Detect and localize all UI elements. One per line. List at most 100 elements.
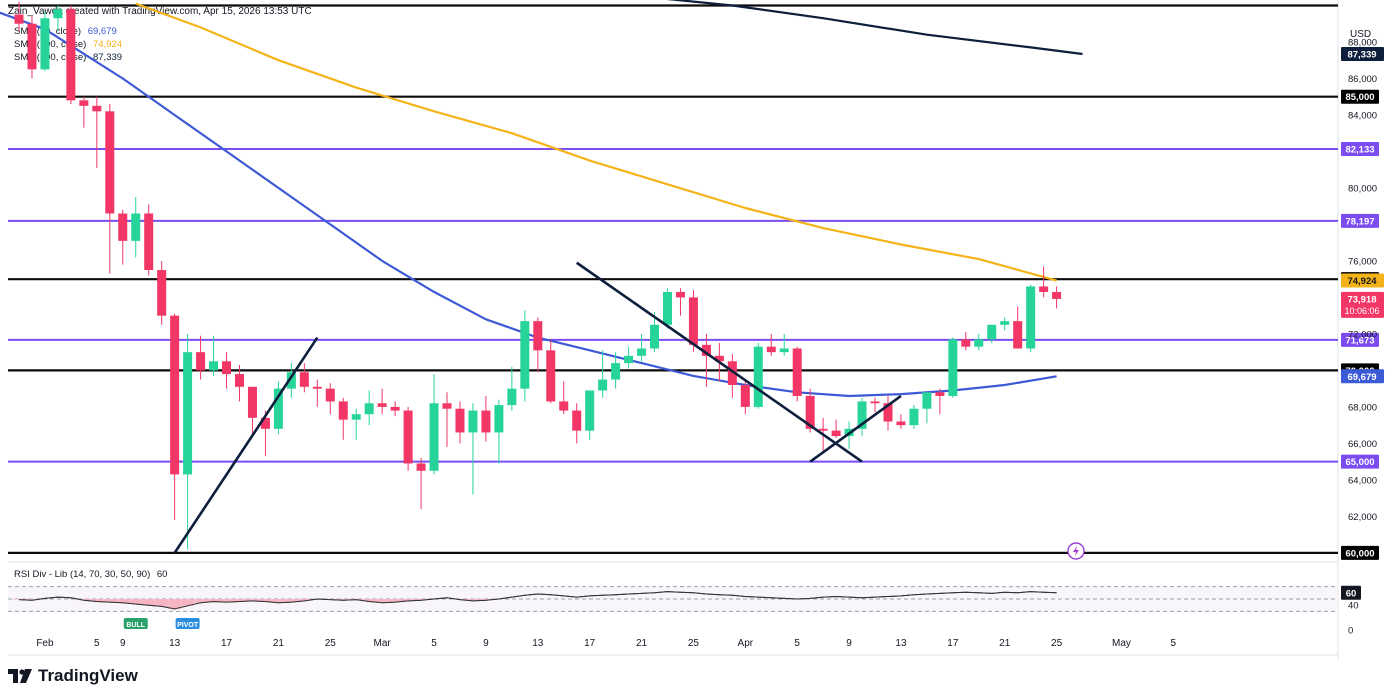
level-label-3: 78,197 [1345, 216, 1374, 227]
level-label-2: 82,133 [1345, 145, 1374, 156]
brand-name: TradingView [38, 666, 138, 685]
time-tick-1: Feb [36, 638, 54, 649]
rsi-tick-2: 0 [1348, 626, 1353, 637]
candle-69 [909, 408, 919, 426]
time-tick-18: 13 [895, 638, 907, 649]
time-tick-9: 5 [431, 638, 437, 649]
candle-44 [585, 390, 595, 431]
candle-73 [961, 339, 971, 347]
legend-sma200[interactable]: SMA (200, close) 87,339 [14, 52, 122, 63]
sma200-line [666, 0, 1083, 56]
rsi-value-bg [1341, 585, 1361, 600]
candle-78 [1026, 286, 1036, 349]
level-label-7: 65,000 [1345, 457, 1374, 468]
price-tick-1: 64,000 [1348, 475, 1377, 486]
legend-sma50-value: 69,679 [87, 26, 117, 37]
candle-48 [637, 348, 647, 356]
candle-58 [766, 346, 776, 353]
candle-47 [624, 355, 634, 364]
time-tick-6: 21 [273, 638, 285, 649]
level-label-bg-5 [1341, 332, 1379, 347]
time-tick-22: May [1112, 638, 1131, 649]
time-tick-23: 5 [1171, 638, 1177, 649]
candle-33 [442, 403, 452, 409]
level-label-bg-2 [1341, 142, 1379, 157]
candle-30 [403, 410, 413, 464]
price-tick-5: 76,000 [1348, 256, 1377, 267]
legend-sma100[interactable]: SMA (100, close) 74,924 [14, 39, 122, 50]
rsi-marker-0: BULL [126, 622, 145, 629]
candle-66 [870, 401, 880, 404]
candle-0 [14, 14, 24, 24]
candle-11 [157, 270, 167, 316]
time-tick-8: Mar [374, 638, 392, 649]
time-tick-7: 25 [325, 638, 337, 649]
candle-36 [481, 410, 491, 433]
candle-77 [1013, 321, 1023, 349]
legend-sma200-label: SMA (200, close) [14, 52, 87, 63]
currency-label: USD [1350, 29, 1371, 40]
level-label-8: 60,000 [1345, 548, 1374, 559]
candle-46 [611, 363, 621, 380]
candle-55 [727, 361, 737, 386]
candle-32 [429, 403, 439, 471]
price-tick-0: 62,000 [1348, 512, 1377, 523]
candle-76 [1000, 321, 1010, 325]
price-tick-6: 80,000 [1348, 183, 1377, 194]
candle-54 [714, 355, 724, 362]
rsi-legend[interactable]: RSI Div - Lib (14, 70, 30, 50, 90) 60 [14, 569, 167, 580]
candle-14 [196, 352, 206, 371]
time-tick-15: Apr [738, 638, 754, 649]
level-label-5: 71,673 [1345, 335, 1374, 346]
time-tick-11: 13 [532, 638, 544, 649]
level-label-1: 85,000 [1345, 92, 1374, 103]
candle-23 [312, 386, 322, 389]
rsi-tick-1: 40 [1348, 601, 1359, 612]
trendline-1 [575, 261, 863, 463]
candle-41 [546, 350, 556, 402]
price-label-bg-2 [1341, 291, 1384, 318]
legend-sma100-label: SMA (100, close) [14, 39, 87, 50]
candle-52 [688, 297, 698, 345]
time-tick-12: 17 [584, 638, 596, 649]
candle-9 [131, 213, 141, 241]
candle-37 [494, 405, 504, 433]
tradingview-logo[interactable]: TradingView [8, 666, 138, 686]
candle-29 [390, 406, 400, 411]
rsi-legend-label: RSI Div - Lib (14, 70, 30, 50, 90) [14, 569, 151, 580]
level-label-bg-1 [1341, 89, 1379, 104]
time-tick-4: 13 [169, 638, 181, 649]
candle-8 [118, 213, 128, 241]
time-tick-21: 25 [1051, 638, 1063, 649]
price-label-1: 74,924 [1347, 276, 1377, 287]
lightning-icon[interactable] [1067, 542, 1085, 560]
time-tick-16: 5 [794, 638, 800, 649]
candle-5 [79, 100, 89, 106]
price-label-3: 69,679 [1347, 372, 1376, 383]
price-tick-3: 68,000 [1348, 402, 1377, 413]
time-tick-19: 17 [947, 638, 959, 649]
candle-10 [144, 213, 154, 271]
candle-70 [922, 392, 932, 409]
candle-57 [753, 346, 763, 407]
candle-40 [533, 321, 543, 351]
candle-62 [818, 428, 828, 431]
price-label-bg-3 [1341, 369, 1384, 384]
candle-13 [183, 352, 193, 475]
time-tick-17: 9 [846, 638, 852, 649]
price-label-2: 73,918 [1347, 294, 1376, 305]
candle-18 [247, 386, 257, 418]
candle-61 [805, 395, 815, 429]
rsi-marker-1: PIVOT [177, 622, 199, 629]
candle-50 [663, 291, 672, 325]
candle-26 [351, 414, 361, 420]
candle-42 [559, 401, 569, 411]
candle-71 [935, 392, 945, 396]
rsi-legend-value: 60 [156, 569, 168, 580]
time-tick-2: 5 [94, 638, 100, 649]
trendline-0 [173, 336, 319, 554]
sma100-line [135, 2, 1057, 282]
candle-79 [1039, 286, 1049, 292]
candle-43 [572, 410, 582, 431]
